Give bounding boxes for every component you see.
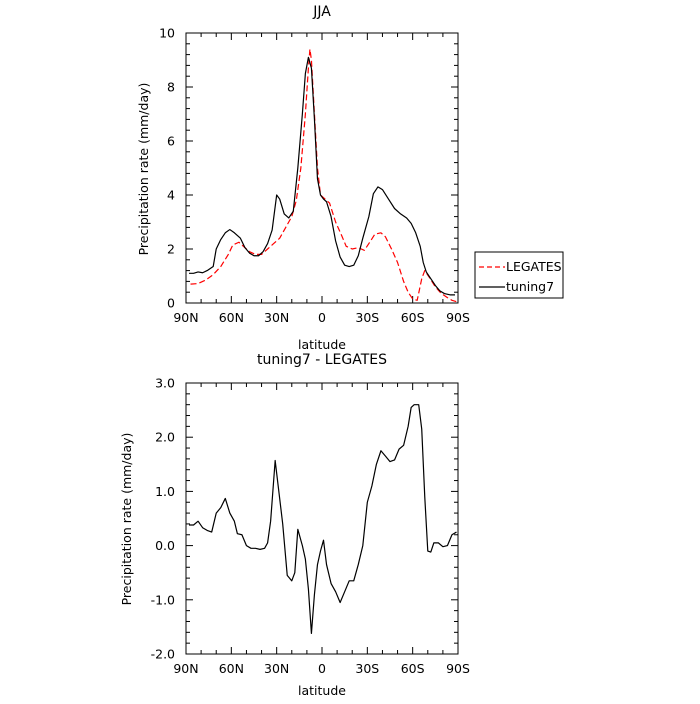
bottom-x-tick-label: 30S <box>355 661 379 676</box>
top-plot-frame <box>185 32 459 304</box>
top-panel: JJA Precipitation rate (mm/day) latitude… <box>136 4 470 352</box>
top-x-tick-label: 0 <box>318 310 326 325</box>
top-y-tick-label: 8 <box>167 80 175 95</box>
top-series-group <box>189 48 457 303</box>
bottom-x-tick-label: 30N <box>264 661 289 676</box>
bottom-xlabel: latitude <box>298 683 346 698</box>
bottom-y-tick-label: 2.0 <box>155 430 175 445</box>
bottom-ylabel: Precipitation rate (mm/day) <box>119 433 134 606</box>
top-ylabel-group: Precipitation rate (mm/day) <box>136 83 151 256</box>
top-title: JJA <box>312 4 331 20</box>
bottom-y-tick-label: 3.0 <box>155 376 175 391</box>
legend: LEGATES tuning7 <box>474 251 564 299</box>
bottom-x-tick-label: 90N <box>173 661 198 676</box>
bottom-x-tick-label: 0 <box>318 661 326 676</box>
top-y-tick-label: 10 <box>159 26 175 41</box>
bottom-ticks: 90N 60N 30N 0 30S 60S 90S -2.0 -1.0 0.0 1.0 2.0 3.0 <box>151 376 470 677</box>
legend-label-legates: LEGATES <box>506 259 562 274</box>
legend-label-tuning7: tuning7 <box>506 279 554 294</box>
top-y-tick-label: 6 <box>167 134 175 149</box>
top-xlabel: latitude <box>298 337 346 352</box>
bottom-y-tick-label: -2.0 <box>151 647 175 662</box>
top-x-tick-label: 60N <box>219 310 244 325</box>
bottom-series-line-difference <box>189 404 457 635</box>
top-x-tick-label: 90S <box>446 310 470 325</box>
bottom-x-tick-label: 90S <box>446 661 470 676</box>
top-y-tick-label: 2 <box>167 242 175 257</box>
bottom-title: tuning7 - LEGATES <box>257 352 387 368</box>
bottom-series-group <box>189 404 457 635</box>
bottom-y-tick-label: 1.0 <box>155 484 175 499</box>
bottom-panel: tuning7 - LEGATES Precipitation rate (mm… <box>119 352 470 698</box>
bottom-x-tick-label: 60N <box>219 661 244 676</box>
top-ylabel: Precipitation rate (mm/day) <box>136 83 151 256</box>
top-x-tick-label: 60S <box>401 310 425 325</box>
legend-box <box>474 251 564 299</box>
top-x-tick-label: 90N <box>173 310 198 325</box>
bottom-y-tick-label: -1.0 <box>151 592 175 607</box>
top-y-tick-label: 0 <box>167 296 175 311</box>
bottom-y-tick-label: 0.0 <box>155 538 175 553</box>
bottom-x-tick-label: 60S <box>401 661 425 676</box>
top-x-tick-label: 30S <box>355 310 379 325</box>
top-y-tick-label: 4 <box>167 188 175 203</box>
top-series-line-legates <box>190 48 457 303</box>
top-series-line-tuning7 <box>189 56 455 296</box>
bottom-plot-frame <box>185 382 459 655</box>
top-ticks: 90N 60N 30N 0 30S 60S 90S 0 2 4 6 8 10 <box>159 26 470 326</box>
top-x-tick-label: 30N <box>264 310 289 325</box>
